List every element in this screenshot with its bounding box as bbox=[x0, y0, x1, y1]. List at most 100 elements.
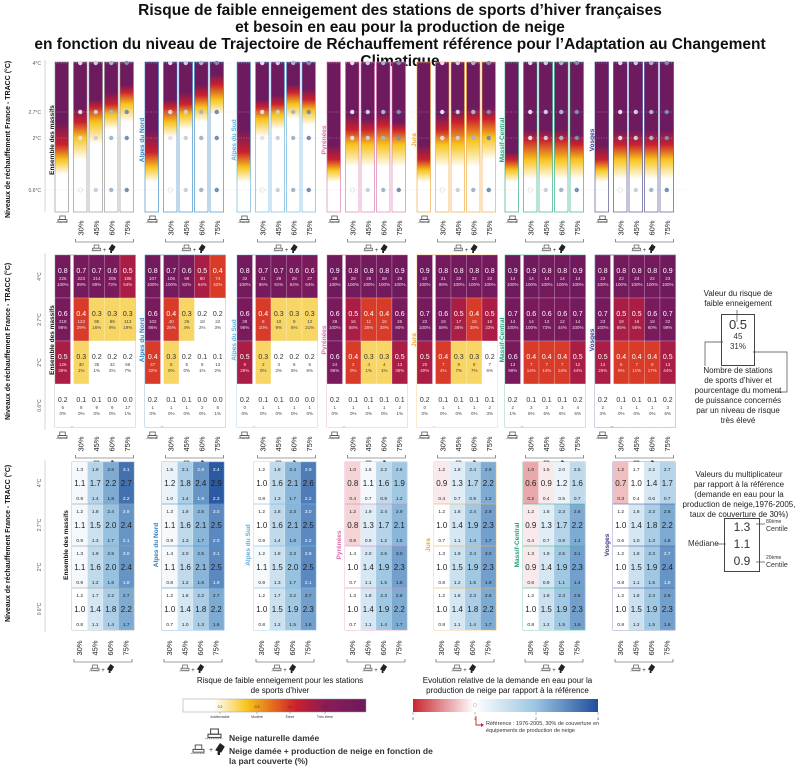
risk-value: 0.2 bbox=[330, 397, 340, 404]
demand-p20: 0.7 bbox=[349, 580, 356, 586]
demand-median: 2.2 bbox=[394, 605, 406, 614]
demand-p20: 1.2 bbox=[485, 496, 492, 502]
gradient-column bbox=[416, 61, 431, 213]
risk-pct: 3% bbox=[214, 325, 221, 330]
demand-median: 1.7 bbox=[556, 521, 568, 530]
risk-pct: 100% bbox=[378, 282, 390, 287]
scenario-dot bbox=[618, 109, 623, 115]
risk-pct: 6% bbox=[543, 411, 550, 416]
risk-cell bbox=[481, 383, 498, 428]
demand-median: 2.2 bbox=[211, 605, 223, 614]
risk-pct: 0% bbox=[350, 411, 357, 416]
risk-cell bbox=[594, 383, 611, 428]
column-label: 45% bbox=[541, 640, 550, 655]
demand-median: 1.4 bbox=[363, 563, 375, 572]
risk-value: 0.4 bbox=[166, 311, 176, 318]
scenario-dot bbox=[633, 109, 638, 115]
scenario-dot bbox=[93, 187, 98, 193]
risk-pct: 9% bbox=[275, 325, 282, 330]
risk-count: 1 bbox=[367, 405, 370, 410]
risk-value: 0.3 bbox=[289, 311, 299, 318]
risk-value: 0.3 bbox=[166, 354, 176, 361]
column-bracket bbox=[75, 455, 134, 459]
note-risk-bottom-line: très élevé bbox=[720, 416, 756, 425]
risk-value: 0.7 bbox=[573, 311, 583, 318]
demand-p80: 2.9 bbox=[396, 509, 403, 515]
risk-value: 0.1 bbox=[213, 354, 223, 361]
risk-count: 28 bbox=[397, 276, 403, 281]
risk-count: 6 bbox=[620, 362, 623, 367]
demand-p20: 0.6 bbox=[527, 580, 534, 586]
demand-p80: 1.2 bbox=[617, 593, 624, 599]
column-label: 30% bbox=[165, 640, 174, 655]
demand-median: 1.8 bbox=[646, 521, 658, 530]
risk-count: 223 bbox=[77, 276, 85, 281]
risk-count: 126 bbox=[59, 362, 67, 367]
risk-pct: 36% bbox=[395, 368, 404, 373]
column-label: 30% bbox=[76, 436, 85, 451]
risk-value: 0.1 bbox=[166, 397, 176, 404]
column-label: 75% bbox=[663, 220, 672, 235]
demand-p80: 2.9 bbox=[123, 509, 130, 515]
risk-value: 0.5 bbox=[58, 354, 68, 361]
risk-value: 0.2 bbox=[92, 354, 102, 361]
risk-count: 107 bbox=[149, 276, 157, 281]
column-label: 60% bbox=[289, 436, 298, 451]
scenario-dot bbox=[291, 60, 296, 66]
risk-value: 0.3 bbox=[258, 354, 268, 361]
risk-value: 0.4 bbox=[258, 311, 268, 318]
demand-p20: 1.8 bbox=[664, 580, 671, 586]
risk-value: 0.1 bbox=[616, 397, 626, 404]
scenario-dot bbox=[291, 109, 296, 115]
risk-value: 0.2 bbox=[213, 311, 223, 318]
demand-median: 1.2 bbox=[164, 479, 176, 488]
scenario-dot bbox=[440, 109, 445, 115]
demand-p20: 0.4 bbox=[543, 496, 550, 502]
column-bracket bbox=[347, 455, 406, 459]
risk-count: 1 bbox=[383, 405, 386, 410]
demand-p20: 0.8 bbox=[166, 580, 173, 586]
demand-median: 1.0 bbox=[164, 605, 176, 614]
demand-p20: 1.0 bbox=[182, 622, 189, 628]
column-bracket bbox=[257, 239, 316, 243]
risk-pct: 0% bbox=[471, 411, 478, 416]
risk-pct: 33% bbox=[485, 325, 494, 330]
risk-value: 0.2 bbox=[274, 354, 284, 361]
legend-combined-line1: Neige damée + production de neige en fon… bbox=[229, 746, 433, 756]
demand-median: 1.9 bbox=[287, 605, 299, 614]
risk-count: 21 bbox=[441, 276, 447, 281]
risk-pct: 0% bbox=[381, 411, 388, 416]
risk-pct: 100% bbox=[329, 282, 341, 287]
column-label: 45% bbox=[272, 640, 281, 655]
risk-pct: 91% bbox=[274, 282, 283, 287]
column-label: 30% bbox=[526, 436, 535, 451]
risk-pct: 98% bbox=[508, 368, 517, 373]
demand-p20: 1.3 bbox=[274, 496, 281, 502]
scenario-dot bbox=[527, 187, 533, 193]
risk-pct: 73% bbox=[108, 282, 117, 287]
risk-pct: 100% bbox=[597, 282, 609, 287]
demand-median: 2.0 bbox=[105, 521, 117, 530]
demand-median: 1.1 bbox=[164, 563, 176, 572]
risk-table-panels: 0.8226100%0.722399%0.721489%0.620573%0.5… bbox=[49, 254, 676, 470]
column-bracket bbox=[525, 455, 584, 459]
risk-pct: 100% bbox=[507, 325, 519, 330]
demand-median: 2.5 bbox=[211, 521, 223, 530]
risk-pct: 29% bbox=[77, 325, 86, 330]
demand-median: 0.9 bbox=[525, 521, 537, 530]
risk-pct: 100% bbox=[147, 282, 159, 287]
risk-count: 30 bbox=[79, 362, 85, 367]
demand-median: 2.4 bbox=[121, 521, 133, 530]
demand-p80: 2.7 bbox=[123, 593, 130, 599]
risk-pct: 0% bbox=[78, 411, 85, 416]
risk-pct: 7% bbox=[124, 368, 131, 373]
demand-median: 1.0 bbox=[347, 605, 359, 614]
note-mult-median-label: Médiane bbox=[688, 539, 719, 548]
demand-p80: 1.7 bbox=[633, 467, 640, 473]
scenario-dot bbox=[471, 109, 476, 115]
gradient-panels: Ensemble des massifs 30% 45% 60% 75% + Alpes d… bbox=[49, 60, 674, 254]
risk-count: 8 bbox=[262, 319, 265, 324]
plus-sign: + bbox=[101, 668, 105, 674]
risk-pct: 100% bbox=[597, 325, 609, 330]
demand-median: 1.4 bbox=[452, 605, 464, 614]
